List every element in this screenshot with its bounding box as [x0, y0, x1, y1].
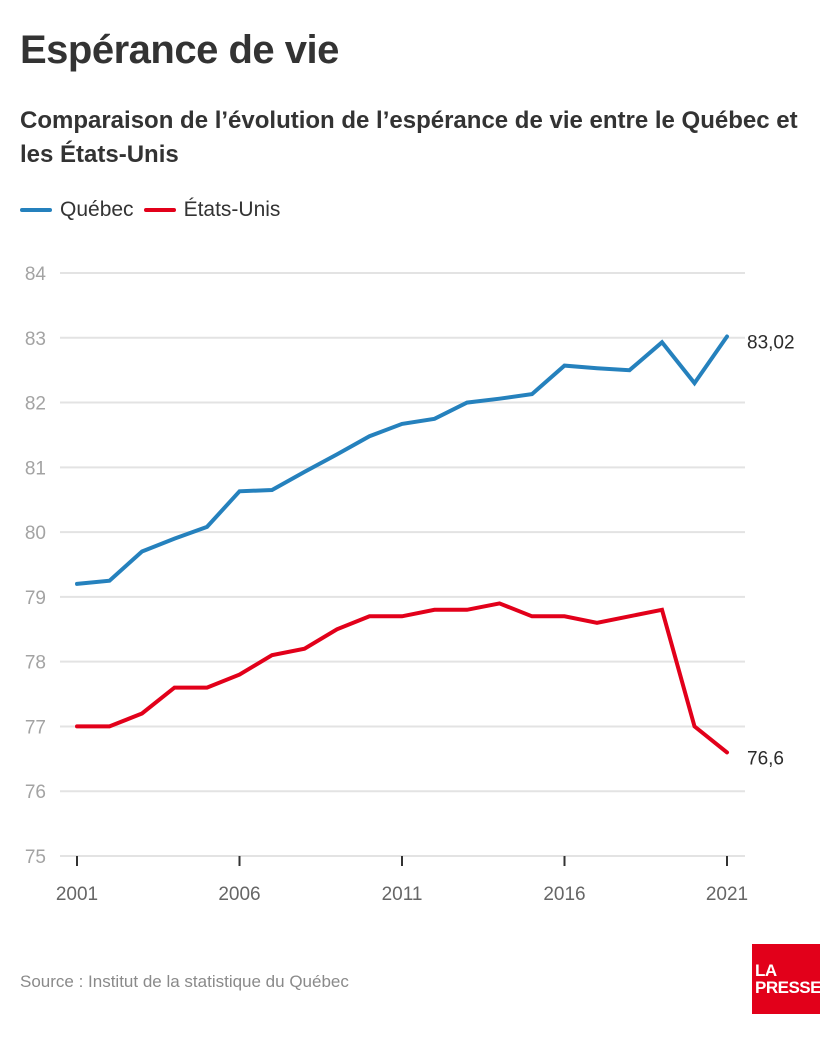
legend-item-quebec: Québec [20, 198, 134, 222]
end-label-quebec: 83,02 [747, 332, 795, 353]
x-axis-ticks: 2001 2006 2011 2016 2021 [56, 856, 748, 905]
source-note: Source : Institut de la statistique du Q… [20, 972, 349, 991]
chart-subtitle: Comparaison de l’évolution de l’espéranc… [20, 107, 798, 168]
y-tick-label-77: 77 [25, 717, 46, 738]
legend-label-etats-unis: États-Unis [183, 198, 281, 221]
end-labels: 83,02 76,6 [747, 332, 795, 769]
y-tick-label-78: 78 [25, 653, 46, 674]
logo-line-1: LA [755, 961, 777, 980]
y-axis-ticks: 75 76 77 78 79 80 81 82 83 84 [25, 264, 47, 868]
logo-line-2: PRESSE [755, 978, 821, 997]
x-tick-label-2006: 2006 [218, 884, 260, 905]
series-lines [75, 334, 729, 755]
y-tick-label-76: 76 [25, 782, 46, 803]
legend-item-etats-unis: États-Unis [143, 198, 281, 222]
x-tick-label-2001: 2001 [56, 884, 98, 905]
x-tick-label-2016: 2016 [543, 884, 585, 905]
legend: Québec États-Unis [20, 198, 290, 222]
y-tick-label-79: 79 [25, 588, 46, 609]
x-tick-label-2021: 2021 [706, 884, 748, 905]
y-tick-label-81: 81 [25, 458, 46, 479]
chart-title: Espérance de vie [20, 28, 339, 72]
line-chart: 75 76 77 78 79 80 81 82 83 84 2001 2006 2011 2016 202… [25, 264, 795, 905]
legend-swatch-quebec [20, 208, 52, 212]
x-tick-label-2011: 2011 [382, 884, 423, 905]
series-line-etats-unis [75, 601, 729, 755]
y-tick-label-82: 82 [25, 394, 46, 415]
end-label-etats-unis: 76,6 [747, 748, 784, 769]
y-tick-label-75: 75 [25, 847, 46, 868]
y-tick-label-83: 83 [25, 329, 46, 350]
legend-swatch-etats-unis [143, 208, 176, 212]
la-presse-logo: LA PRESSE [752, 944, 821, 1014]
legend-label-quebec: Québec [60, 198, 134, 221]
y-tick-label-80: 80 [25, 523, 46, 544]
series-line-quebec [75, 334, 729, 586]
y-tick-label-84: 84 [25, 264, 47, 285]
